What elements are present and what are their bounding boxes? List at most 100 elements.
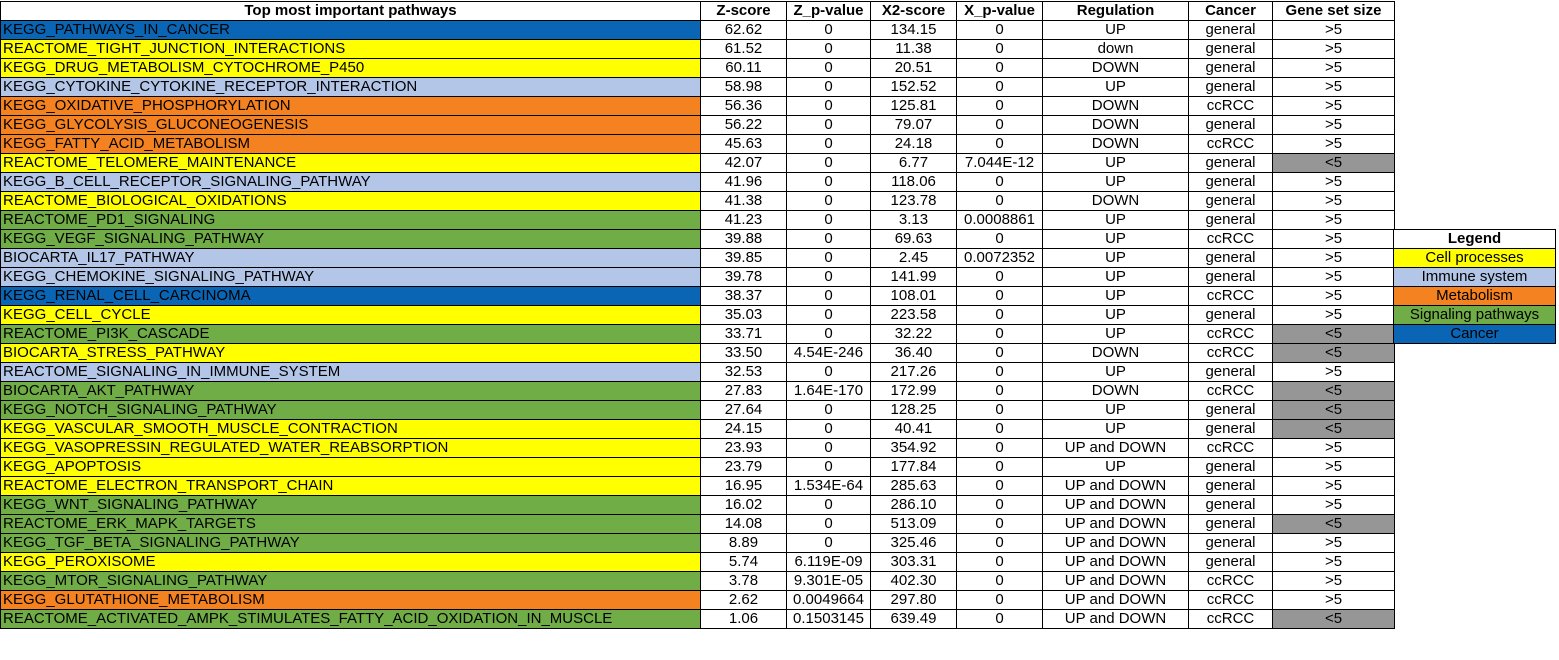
x2-score-cell: 177.84 — [870, 457, 957, 477]
table-row: BIOCARTA_STRESS_PATHWAY 33.50 4.54E-246 36.… — [0, 343, 1395, 363]
x-p-value-cell: 0 — [956, 400, 1043, 420]
z-score-cell: 62.62 — [700, 20, 787, 40]
z-p-value-cell: 6.119E-09 — [786, 552, 871, 572]
x-p-value-cell: 0 — [956, 305, 1043, 325]
regulation-cell: UP — [1042, 419, 1189, 439]
pathway-name-cell: KEGG_DRUG_METABOLISM_CYTOCHROME_P450 — [0, 58, 701, 78]
pathway-name-cell: REACTOME_ERK_MAPK_TARGETS — [0, 514, 701, 534]
z-score-cell: 27.64 — [700, 400, 787, 420]
z-p-value-cell: 0 — [786, 191, 871, 211]
x-p-value-cell: 0 — [956, 514, 1043, 534]
z-score-cell: 41.96 — [700, 172, 787, 192]
x-p-value-cell: 0 — [956, 590, 1043, 610]
x-p-value-cell: 0 — [956, 96, 1043, 116]
z-score-cell: 60.11 — [700, 58, 787, 78]
header-x-p-value: X_p-value — [956, 1, 1043, 21]
table-body: KEGG_PATHWAYS_IN_CANCER 62.62 0 134.15 0 UP ge… — [0, 20, 1395, 629]
gene-set-size-cell: >5 — [1272, 362, 1395, 382]
x2-score-cell: 152.52 — [870, 77, 957, 97]
z-p-value-cell: 0 — [786, 495, 871, 515]
gene-set-size-cell: >5 — [1272, 172, 1395, 192]
gene-set-size-cell: <5 — [1272, 400, 1395, 420]
cancer-cell: ccRCC — [1188, 381, 1273, 401]
x2-score-cell: 11.38 — [870, 39, 957, 59]
gene-set-size-cell: <5 — [1272, 419, 1395, 439]
gene-set-size-cell: >5 — [1272, 552, 1395, 572]
legend-row: Metabolism — [1393, 286, 1556, 306]
table-row: KEGG_NOTCH_SIGNALING_PATHWAY 27.64 0 128.25… — [0, 400, 1395, 420]
z-p-value-cell: 0 — [786, 210, 871, 230]
x-p-value-cell: 0 — [956, 533, 1043, 553]
z-p-value-cell: 0 — [786, 115, 871, 135]
pathway-name-cell: REACTOME_ACTIVATED_AMPK_STIMULATES_FATTY… — [0, 609, 701, 629]
cancer-cell: general — [1188, 58, 1273, 78]
z-p-value-cell: 0 — [786, 96, 871, 116]
z-p-value-cell: 0 — [786, 419, 871, 439]
gene-set-size-cell: >5 — [1272, 286, 1395, 306]
z-score-cell: 61.52 — [700, 39, 787, 59]
z-p-value-cell: 0 — [786, 58, 871, 78]
gene-set-size-cell: >5 — [1272, 267, 1395, 287]
cancer-cell: general — [1188, 248, 1273, 268]
z-p-value-cell: 0 — [786, 400, 871, 420]
x2-score-cell: 2.45 — [870, 248, 957, 268]
cancer-cell: general — [1188, 115, 1273, 135]
x2-score-cell: 6.77 — [870, 153, 957, 173]
gene-set-size-cell: >5 — [1272, 438, 1395, 458]
table-row: REACTOME_PI3K_CASCADE 33.71 0 32.22 0 UP ccRCC… — [0, 324, 1395, 344]
cancer-cell: general — [1188, 267, 1273, 287]
table-row: REACTOME_PD1_SIGNALING 41.23 0 3.13 0.000886… — [0, 210, 1395, 230]
regulation-cell: UP and DOWN — [1042, 514, 1189, 534]
x2-score-cell: 79.07 — [870, 115, 957, 135]
pathway-name-cell: KEGG_GLUTATHIONE_METABOLISM — [0, 590, 701, 610]
z-p-value-cell: 0 — [786, 134, 871, 154]
z-score-cell: 39.88 — [700, 229, 787, 249]
z-p-value-cell: 0 — [786, 20, 871, 40]
table-row: REACTOME_ERK_MAPK_TARGETS 14.08 0 513.09 0 UP… — [0, 514, 1395, 534]
cancer-cell: ccRCC — [1188, 609, 1273, 629]
x2-score-cell: 125.81 — [870, 96, 957, 116]
header-z-p-value: Z_p-value — [786, 1, 871, 21]
gene-set-size-cell: >5 — [1272, 77, 1395, 97]
z-score-cell: 23.79 — [700, 457, 787, 477]
pathway-name-cell: KEGG_B_CELL_RECEPTOR_SIGNALING_PATHWAY — [0, 172, 701, 192]
table-row: BIOCARTA_IL17_PATHWAY 39.85 0 2.45 0.0072352… — [0, 248, 1395, 268]
x2-score-cell: 128.25 — [870, 400, 957, 420]
cancer-cell: general — [1188, 476, 1273, 496]
x2-score-cell: 172.99 — [870, 381, 957, 401]
gene-set-size-cell: >5 — [1272, 457, 1395, 477]
z-p-value-cell: 0 — [786, 457, 871, 477]
cancer-cell: general — [1188, 514, 1273, 534]
gene-set-size-cell: <5 — [1272, 153, 1395, 173]
legend-row: Immune system — [1393, 267, 1556, 287]
table-row: KEGG_DRUG_METABOLISM_CYTOCHROME_P450 60.1… — [0, 58, 1395, 78]
table-row: KEGG_CELL_CYCLE 35.03 0 223.58 0 UP general >5 — [0, 305, 1395, 325]
x2-score-cell: 69.63 — [870, 229, 957, 249]
regulation-cell: UP and DOWN — [1042, 438, 1189, 458]
z-score-cell: 2.62 — [700, 590, 787, 610]
table-row: KEGG_VEGF_SIGNALING_PATHWAY 39.88 0 69.63 0 U… — [0, 229, 1395, 249]
gene-set-size-cell: <5 — [1272, 343, 1395, 363]
cancer-cell: general — [1188, 362, 1273, 382]
regulation-cell: UP and DOWN — [1042, 533, 1189, 553]
x-p-value-cell: 0 — [956, 191, 1043, 211]
table-row: KEGG_VASOPRESSIN_REGULATED_WATER_REABSOR… — [0, 438, 1395, 458]
cancer-cell: general — [1188, 533, 1273, 553]
cancer-cell: general — [1188, 191, 1273, 211]
z-score-cell: 41.23 — [700, 210, 787, 230]
cancer-cell: ccRCC — [1188, 229, 1273, 249]
z-p-value-cell: 0 — [786, 172, 871, 192]
cancer-cell: ccRCC — [1188, 590, 1273, 610]
pathway-name-cell: KEGG_CELL_CYCLE — [0, 305, 701, 325]
gene-set-size-cell: <5 — [1272, 514, 1395, 534]
table-row: REACTOME_ACTIVATED_AMPK_STIMULATES_FATTY… — [0, 609, 1395, 629]
regulation-cell: UP — [1042, 267, 1189, 287]
gene-set-size-cell: >5 — [1272, 191, 1395, 211]
regulation-cell: DOWN — [1042, 96, 1189, 116]
z-score-cell: 14.08 — [700, 514, 787, 534]
x-p-value-cell: 0 — [956, 495, 1043, 515]
regulation-cell: UP — [1042, 229, 1189, 249]
z-score-cell: 33.50 — [700, 343, 787, 363]
z-score-cell: 58.98 — [700, 77, 787, 97]
gene-set-size-cell: >5 — [1272, 590, 1395, 610]
